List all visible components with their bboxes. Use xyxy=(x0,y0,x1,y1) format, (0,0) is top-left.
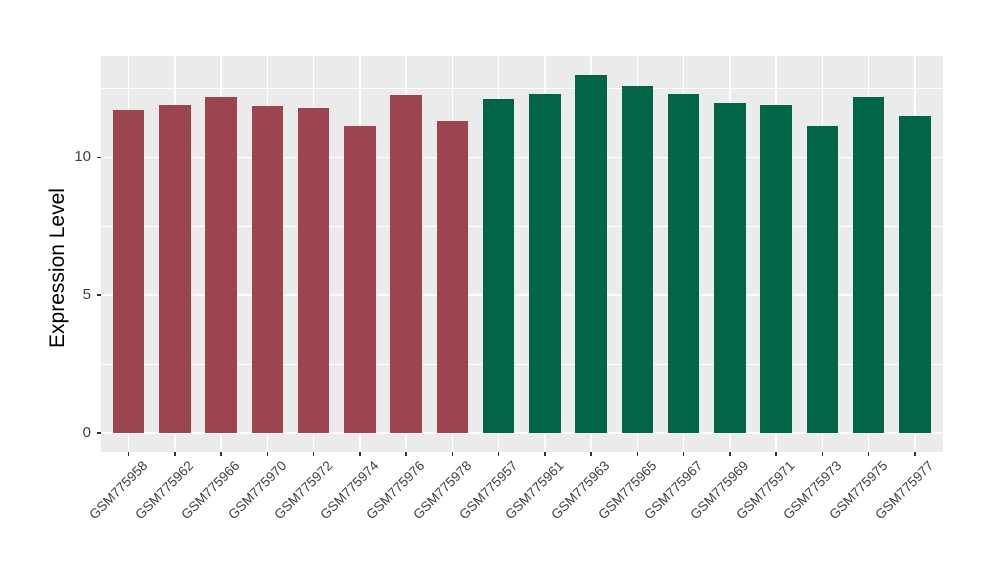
y-axis-title: Expression Level xyxy=(46,188,69,348)
x-axis-tick-mark xyxy=(359,452,361,456)
bar-GSM775961 xyxy=(529,93,561,433)
gridline-horizontal-major xyxy=(101,156,943,158)
bar-GSM775976 xyxy=(390,95,422,433)
bar-GSM775966 xyxy=(205,96,237,433)
bar-GSM775957 xyxy=(482,99,515,433)
plot-panel xyxy=(101,56,943,452)
y-axis-tick-mark xyxy=(97,156,101,158)
x-axis-tick-mark xyxy=(867,452,870,456)
y-axis-tick-label: 0 xyxy=(82,424,91,441)
x-axis-tick-mark xyxy=(821,452,824,456)
x-axis-tick-mark xyxy=(497,452,500,456)
bar-GSM775971 xyxy=(760,104,792,433)
bar-GSM775963 xyxy=(575,74,607,433)
x-axis-tick-mark xyxy=(914,452,916,456)
bar-GSM775969 xyxy=(714,103,746,433)
x-axis-tick-mark xyxy=(174,452,176,456)
bar-GSM775972 xyxy=(297,107,330,433)
gridline-horizontal-major xyxy=(101,432,943,434)
x-axis-tick-mark xyxy=(266,452,268,456)
y-axis-tick-label: 5 xyxy=(82,286,91,304)
gridline-horizontal-minor xyxy=(101,363,943,365)
y-axis-tick-mark xyxy=(97,432,101,434)
x-axis-tick-mark xyxy=(451,452,454,456)
y-axis-tick-label: 10 xyxy=(74,148,91,166)
bar-GSM775970 xyxy=(251,106,283,433)
x-axis-tick-mark xyxy=(544,452,546,456)
bar-GSM775958 xyxy=(112,110,145,433)
x-axis-tick-mark xyxy=(312,452,315,456)
bar-GSM775975 xyxy=(852,96,885,433)
bar-GSM775974 xyxy=(344,125,376,433)
gridline-horizontal-minor xyxy=(101,225,943,227)
bar-GSM775962 xyxy=(159,104,191,433)
bar-GSM775977 xyxy=(899,115,931,433)
gridline-horizontal-minor xyxy=(101,87,943,89)
bar-GSM775965 xyxy=(621,85,654,433)
gridline-horizontal-major xyxy=(101,294,943,296)
x-axis-tick-mark xyxy=(636,452,639,456)
bar-GSM775973 xyxy=(806,125,839,433)
bar-GSM775978 xyxy=(436,121,469,433)
x-axis-tick-mark xyxy=(220,452,222,456)
bar-GSM775967 xyxy=(667,93,700,433)
x-axis-tick-mark xyxy=(682,452,685,456)
x-axis-tick-mark xyxy=(405,452,407,456)
x-axis-tick-mark xyxy=(729,452,731,456)
x-axis-tick-mark xyxy=(775,452,777,456)
x-axis-tick-mark xyxy=(590,452,592,456)
y-axis-tick-mark xyxy=(97,294,101,296)
x-axis-tick-mark xyxy=(127,452,130,456)
